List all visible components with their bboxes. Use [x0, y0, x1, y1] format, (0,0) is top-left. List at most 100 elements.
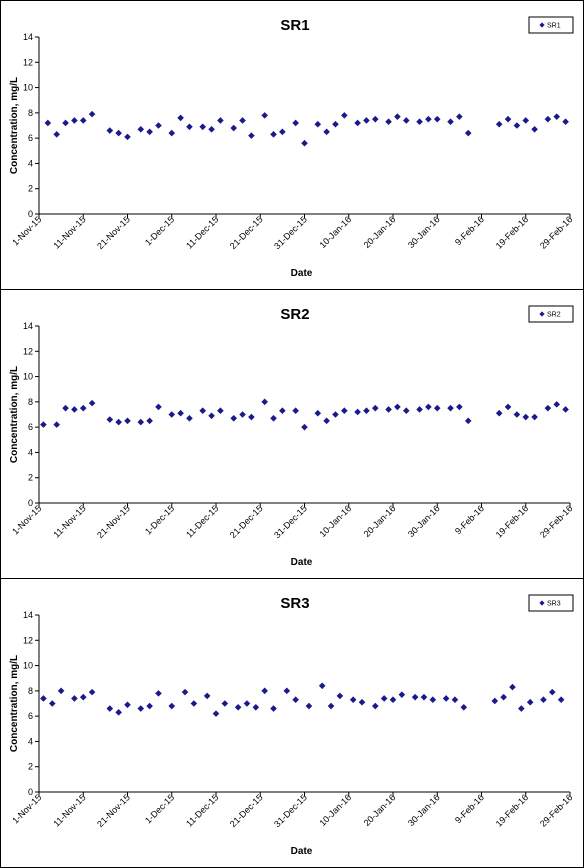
x-tick-label: 31-Dec-15: [272, 503, 309, 540]
y-tick-label: 10: [23, 661, 33, 671]
x-tick-label: 11-Dec-15: [184, 214, 220, 250]
data-point: [79, 117, 87, 124]
y-tick-label: 4: [28, 736, 33, 746]
data-point: [230, 414, 237, 422]
data-point: [168, 411, 176, 418]
data-point: [270, 131, 277, 138]
y-tick-label: 8: [28, 108, 33, 118]
data-point: [124, 701, 131, 709]
data-point: [429, 696, 437, 704]
data-point: [385, 406, 392, 413]
y-tick-label: 8: [28, 686, 33, 696]
data-point: [402, 117, 410, 124]
data-point: [394, 403, 401, 411]
data-point: [44, 119, 52, 127]
data-point: [402, 407, 410, 415]
x-tick-label: 19-Feb-16: [494, 792, 530, 828]
data-point: [62, 119, 69, 127]
x-tick-label: 19-Feb-16: [494, 503, 530, 539]
y-tick-label: 6: [28, 422, 33, 432]
data-point: [354, 408, 361, 416]
data-point: [155, 403, 162, 411]
x-tick-label: 11-Dec-15: [184, 792, 220, 828]
data-point: [270, 705, 277, 712]
data-point: [186, 123, 193, 131]
y-tick-label: 10: [23, 83, 33, 93]
x-tick-label: 29-Feb-16: [538, 792, 574, 828]
data-point: [106, 127, 114, 134]
data-point: [464, 417, 472, 425]
data-point: [106, 416, 114, 423]
chart-svg: SR3 0 2 4 6 8 10 12 14 1-Nov-15 11-Nov-15 21-Nov-15…: [9, 594, 574, 857]
data-point: [217, 117, 224, 124]
x-tick-label: 10-Jan-16: [317, 792, 353, 828]
data-point: [279, 407, 286, 415]
x-tick-label: 19-Feb-16: [494, 214, 530, 250]
data-point: [248, 413, 255, 421]
data-point: [323, 417, 330, 425]
y-tick-label: 14: [23, 32, 33, 42]
data-point: [292, 696, 299, 704]
y-tick-label: 12: [23, 57, 33, 67]
data-point: [433, 404, 441, 412]
data-point: [71, 117, 78, 124]
data-point: [252, 703, 260, 711]
x-tick-label: 21-Dec-15: [228, 503, 265, 540]
data-point: [442, 695, 450, 702]
data-point: [495, 120, 503, 128]
data-point: [270, 414, 277, 422]
data-point: [181, 688, 189, 696]
data-point: [106, 705, 114, 712]
chart-title: SR3: [280, 595, 309, 612]
data-point: [509, 683, 516, 691]
x-tick-label: 21-Nov-15: [95, 503, 132, 540]
data-point: [217, 407, 224, 415]
data-point: [301, 423, 308, 431]
y-tick-label: 2: [28, 473, 33, 483]
data-point: [314, 409, 322, 417]
y-tick-label: 0: [28, 209, 33, 219]
data-point: [553, 401, 561, 408]
y-axis-label: Concentration, mg/L: [9, 77, 20, 174]
data-point: [336, 692, 344, 700]
data-point: [88, 399, 96, 407]
data-point: [553, 113, 561, 120]
data-point: [416, 406, 423, 413]
legend-marker: [539, 311, 545, 317]
legend: SR2: [528, 305, 574, 323]
data-point: [79, 693, 87, 701]
data-point: [544, 404, 552, 412]
x-tick-label: 30-Jan-16: [406, 214, 442, 250]
legend-label: SR1: [547, 23, 561, 30]
y-tick-label: 0: [28, 498, 33, 508]
data-point: [292, 119, 299, 127]
x-tick-label: 1-Dec-15: [143, 214, 176, 247]
y-tick-label: 0: [28, 787, 33, 797]
x-tick-label: 11-Nov-15: [51, 792, 87, 828]
chart-panel-sr2: SR2 0 2 4 6 8 10 12 14 1-Nov-15 11-Nov-15 21-Nov-15…: [0, 289, 584, 579]
data-point: [40, 695, 47, 702]
data-point: [451, 696, 459, 704]
data-point: [380, 695, 388, 702]
x-axis-label: Date: [291, 846, 313, 857]
data-point: [363, 117, 370, 124]
legend: SR3: [528, 594, 574, 612]
data-point: [456, 403, 463, 411]
data-point: [115, 418, 122, 426]
chart-svg: SR1 0 2 4 6 8 10 12 14 1-Nov-15 11-Nov-15 21-Nov-15…: [9, 16, 574, 279]
y-tick-label: 4: [28, 158, 33, 168]
x-tick-label: 10-Jan-16: [317, 503, 353, 539]
x-tick-label: 11-Dec-15: [184, 503, 220, 539]
data-point: [221, 700, 229, 707]
data-point: [464, 129, 472, 137]
data-point: [199, 407, 207, 415]
data-series: [40, 682, 565, 717]
data-point: [146, 702, 153, 710]
data-point: [168, 702, 176, 710]
data-point: [212, 710, 220, 717]
data-point: [318, 682, 326, 690]
data-point: [243, 700, 251, 707]
data-point: [460, 703, 468, 711]
data-point: [234, 703, 242, 711]
